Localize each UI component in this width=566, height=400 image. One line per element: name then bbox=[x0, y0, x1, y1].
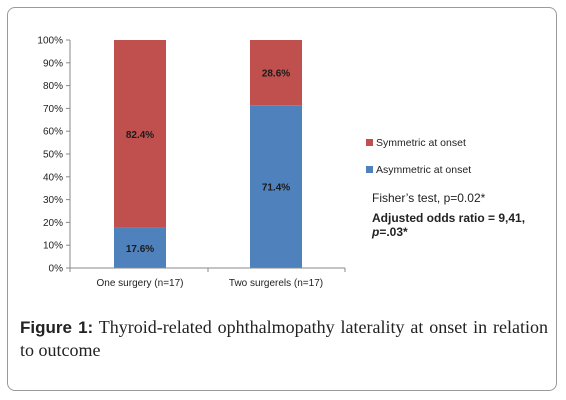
y-tick-label: 30% bbox=[43, 195, 63, 206]
data-label: 71.4% bbox=[262, 183, 290, 194]
stacked-bar-chart: 0% 10% 20% 30% 40% 50% 60% 70% 80% 90% 100% 17.6% 8… bbox=[37, 36, 471, 290]
odds-ratio-line1: Adjusted odds ratio = 9,41, bbox=[372, 211, 526, 225]
y-tick-label: 20% bbox=[43, 218, 63, 229]
y-tick-label: 90% bbox=[43, 58, 63, 69]
y-axis: 0% 10% 20% 30% 40% 50% 60% 70% 80% 90% 100% bbox=[37, 36, 71, 275]
data-label: 82.4% bbox=[126, 130, 154, 141]
odds-ratio-p: p bbox=[372, 225, 380, 239]
legend-label: Symmetric at onset bbox=[376, 137, 466, 149]
caption-text: Thyroid-related ophthalmopathy lateralit… bbox=[20, 317, 548, 360]
y-tick-label: 40% bbox=[43, 172, 63, 183]
legend-label: Asymmetric at onset bbox=[376, 164, 471, 176]
bar-segment bbox=[250, 105, 302, 268]
x-category-label: Two surgerels (n=17) bbox=[229, 278, 323, 289]
legend-swatch bbox=[366, 166, 373, 173]
legend: Symmetric at onset Asymmetric at onset bbox=[366, 137, 471, 176]
data-label: 17.6% bbox=[126, 244, 154, 255]
x-axis: One surgery (n=17) Two surgerels (n=17) bbox=[69, 267, 346, 289]
y-tick-label: 70% bbox=[43, 104, 63, 115]
y-tick-label: 80% bbox=[43, 81, 63, 92]
y-tick-label: 60% bbox=[43, 127, 63, 138]
y-tick-label: 100% bbox=[37, 36, 63, 47]
legend-swatch bbox=[366, 139, 373, 146]
y-tick-label: 50% bbox=[43, 150, 63, 161]
statistics-annotation: Fisher’s test, p=0.02* Adjusted odds rat… bbox=[372, 191, 552, 239]
odds-ratio-p-value: =.03* bbox=[379, 225, 408, 239]
figure-label: Figure 1: bbox=[20, 318, 94, 337]
odds-ratio-text: Adjusted odds ratio = 9,41, p=.03* bbox=[372, 211, 532, 239]
bar-segment bbox=[114, 40, 166, 228]
bar-segment bbox=[114, 227, 166, 268]
bar-segment bbox=[250, 40, 302, 106]
data-label: 28.6% bbox=[262, 69, 290, 80]
x-category-label: One surgery (n=17) bbox=[97, 278, 184, 289]
fisher-test-text: Fisher’s test, p=0.02* bbox=[372, 191, 486, 205]
bars: 17.6% 82.4% 71.4% 28.6% bbox=[114, 40, 302, 268]
figure-caption: Figure 1: Thyroid-related ophthalmopathy… bbox=[20, 316, 548, 361]
y-tick-label: 0% bbox=[49, 264, 64, 275]
y-tick-label: 10% bbox=[43, 241, 63, 252]
